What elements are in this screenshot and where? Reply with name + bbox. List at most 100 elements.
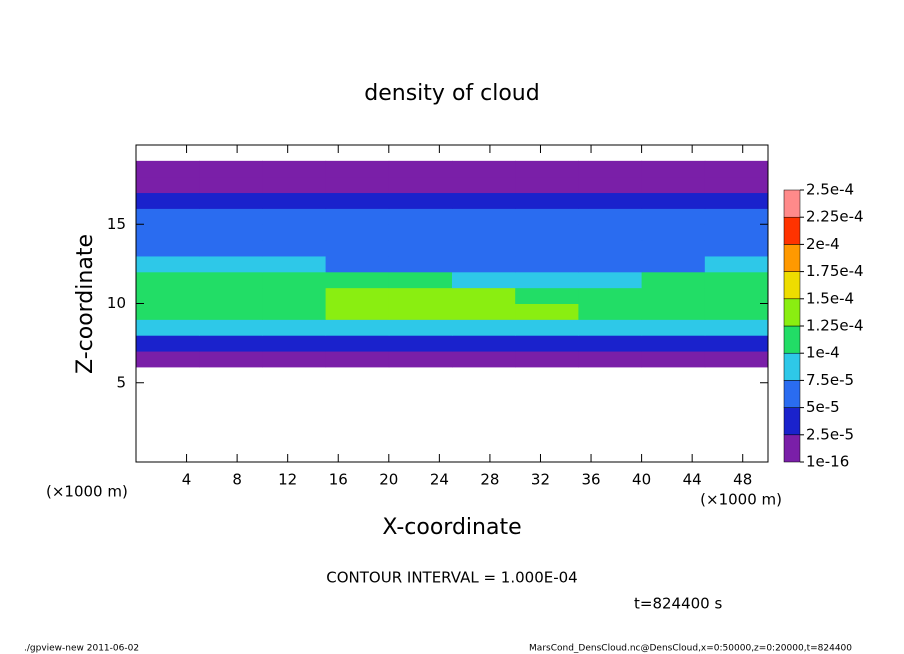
colorbar-label: 1e-4 (806, 344, 840, 362)
cell (388, 224, 453, 241)
cell (388, 255, 453, 273)
cell (515, 271, 579, 289)
cell (704, 240, 769, 257)
x-tick-label: 44 (683, 471, 702, 489)
colorbar-segment (783, 189, 801, 218)
cell (388, 335, 453, 352)
cell (641, 192, 706, 209)
cell (641, 303, 706, 320)
cell (641, 240, 706, 257)
cell (515, 160, 579, 178)
time-note: t=824400 s (634, 595, 722, 613)
cell (325, 192, 390, 209)
x-tick-label: 12 (278, 471, 297, 489)
cell (641, 224, 706, 241)
cell (641, 176, 706, 194)
colorbar-segment (783, 407, 801, 436)
cell (452, 240, 516, 257)
cell (325, 176, 390, 194)
cell (452, 303, 516, 320)
y-unit: (×1000 m) (46, 483, 128, 501)
cell (515, 335, 579, 352)
cell (388, 160, 453, 178)
cell (578, 192, 643, 209)
colorbar-segment (783, 380, 801, 408)
cell (452, 335, 516, 352)
x-tick-label: 8 (232, 471, 242, 489)
colorbar-segment (783, 352, 801, 381)
cell (262, 335, 327, 352)
cell (136, 255, 200, 273)
cell (136, 271, 200, 289)
x-tick-label: 40 (632, 471, 651, 489)
cell (325, 208, 390, 225)
cell (262, 192, 327, 209)
cell (199, 176, 263, 194)
cell (515, 255, 579, 273)
cell (704, 176, 769, 194)
cell (641, 208, 706, 225)
cell (199, 192, 263, 209)
cell (388, 303, 453, 320)
cell (388, 351, 453, 368)
cell (262, 176, 327, 194)
colorbar-label: 2e-4 (806, 235, 840, 253)
x-tick-label: 32 (531, 471, 550, 489)
cell (262, 271, 327, 289)
cell (325, 351, 390, 368)
x-tick-label: 4 (182, 471, 192, 489)
x-axis-label: X-coordinate (382, 515, 521, 540)
cell (515, 208, 579, 225)
colorbar-label: 1e-16 (806, 453, 849, 471)
cell (578, 287, 643, 304)
cell (515, 303, 579, 320)
cell (641, 160, 706, 178)
cell (641, 255, 706, 273)
cell (199, 224, 263, 241)
cell (199, 287, 263, 304)
cell (262, 319, 327, 336)
cell (641, 319, 706, 336)
cell (578, 208, 643, 225)
cell (388, 240, 453, 257)
cell (199, 351, 263, 368)
cell (136, 303, 200, 320)
cell (136, 192, 200, 209)
cell (578, 303, 643, 320)
cell (199, 255, 263, 273)
cell (515, 287, 579, 304)
cell (136, 319, 200, 336)
cell (704, 287, 769, 304)
cell (452, 319, 516, 336)
y-axis-label: Z-coordinate (73, 234, 98, 374)
x-tick-label: 16 (329, 471, 348, 489)
cell (199, 319, 263, 336)
cell (452, 255, 516, 273)
cell (325, 335, 390, 352)
colorbar-segment (783, 434, 801, 463)
cell (515, 351, 579, 368)
cell (641, 351, 706, 368)
cell (452, 287, 516, 304)
colorbar-segment (783, 325, 801, 354)
colorbar-label: 1.75e-4 (806, 262, 864, 280)
footer-right: MarsCond_DensCloud.nc@DensCloud,x=0:5000… (529, 644, 852, 654)
cell (578, 351, 643, 368)
colorbar-segment (783, 244, 801, 272)
colorbar-segment (783, 216, 801, 245)
cell (262, 351, 327, 368)
cell (704, 351, 769, 368)
cell (388, 319, 453, 336)
cell (704, 224, 769, 241)
colorbar-label: 2.25e-4 (806, 208, 864, 226)
cell (388, 287, 453, 304)
chart-title: density of cloud (364, 81, 539, 106)
cell (515, 176, 579, 194)
cell (325, 160, 390, 178)
cell (578, 319, 643, 336)
cell (704, 192, 769, 209)
y-tick-label: 15 (107, 215, 126, 233)
colorbar-label: 2.5e-5 (806, 425, 854, 443)
cell (262, 240, 327, 257)
